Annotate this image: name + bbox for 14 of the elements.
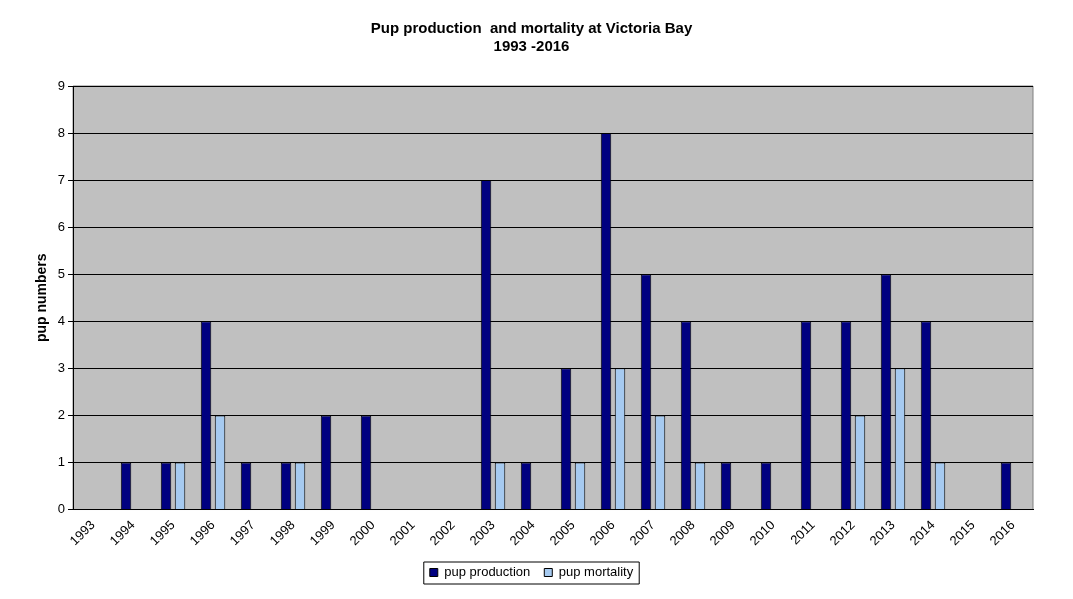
y-tick-label: 7 (57, 171, 66, 187)
y-tick-label: 3 (57, 359, 66, 375)
y-tick-label: 5 (57, 265, 66, 281)
y-tick-label: 0 (57, 501, 66, 517)
y-tick-label: 9 (57, 77, 66, 93)
y-tick-label: 6 (57, 218, 66, 234)
y-tick-label: 2 (57, 406, 66, 422)
y-tick-label: 8 (57, 124, 66, 140)
legend-label: pup production (444, 564, 531, 580)
y-tick-label: 4 (57, 312, 66, 328)
y-tick-label: 1 (57, 454, 66, 470)
chart-title: Pup production and mortality at Victoria Bay 1993 -2016 (370, 19, 693, 55)
legend-label: pup mortality (558, 564, 634, 580)
y-axis-title: pup numbers (33, 253, 50, 343)
